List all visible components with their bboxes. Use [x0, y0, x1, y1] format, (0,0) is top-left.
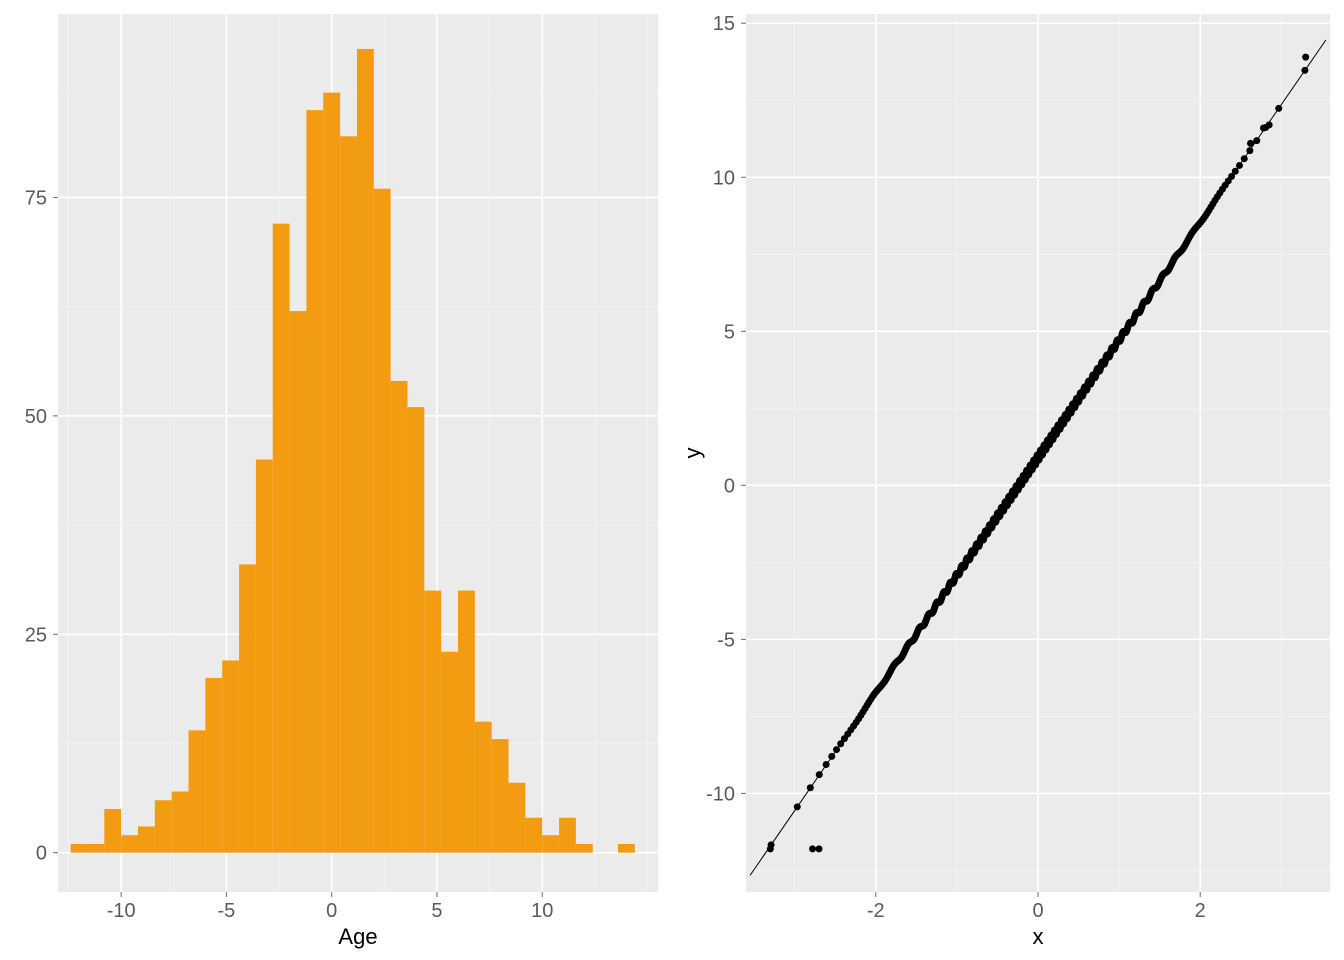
histogram-bar	[391, 381, 408, 853]
y-axis-label: y	[680, 448, 705, 459]
x-tick-label: 0	[326, 900, 337, 922]
y-tick-label: 10	[713, 167, 735, 189]
histogram-bar	[525, 818, 542, 853]
qq-point	[1253, 137, 1260, 144]
histogram-bar	[290, 311, 307, 853]
y-tick-label: 50	[25, 406, 47, 428]
histogram-bar	[172, 792, 189, 853]
x-tick-label: -5	[218, 900, 236, 922]
histogram-bar	[323, 93, 340, 853]
qq-point	[1275, 105, 1282, 112]
x-tick-label: -2	[867, 900, 885, 922]
histogram-bar	[509, 783, 526, 853]
qq-point	[816, 771, 823, 778]
histogram-bar	[222, 660, 239, 852]
histogram-bar	[273, 224, 290, 853]
qq-point	[807, 784, 814, 791]
y-tick-label: 5	[724, 321, 735, 343]
histogram-bar	[71, 844, 88, 853]
histogram-bar	[542, 835, 559, 852]
histogram-bar	[424, 591, 441, 853]
x-tick-label: 2	[1195, 900, 1206, 922]
qq-point	[823, 761, 830, 768]
qq-point-extreme	[1247, 140, 1254, 147]
qq-point-extreme	[816, 845, 823, 852]
histogram-bar	[492, 739, 509, 853]
x-tick-label: 5	[431, 900, 442, 922]
x-tick-label: 0	[1032, 900, 1043, 922]
qq-point	[1236, 162, 1243, 169]
qqplot-svg: -2 0 2 -10 -5 0 5 10 15 x y	[672, 0, 1344, 960]
histogram-bar	[441, 652, 458, 853]
qq-point-extreme	[809, 845, 816, 852]
histogram-bar	[374, 189, 391, 853]
y-tick-label: 0	[724, 475, 735, 497]
histogram-svg: -10 -5 0 5 10 0 25 50 75 Age	[0, 0, 672, 960]
histogram-bar	[155, 800, 172, 852]
x-tick-label: 10	[531, 900, 553, 922]
histogram-bar	[87, 844, 104, 853]
x-tick-label: -10	[107, 900, 136, 922]
histogram-bar	[306, 110, 323, 853]
qq-point	[833, 746, 840, 753]
histogram-bar	[104, 809, 121, 853]
y-tick-label: 75	[25, 187, 47, 209]
histogram-bar	[407, 407, 424, 853]
histogram-bar	[340, 136, 357, 852]
figure: -10 -5 0 5 10 0 25 50 75 Age -2 0 2 -10 -5 0 5 10 15 x y	[0, 0, 1344, 960]
qq-point	[1232, 168, 1239, 175]
y-tick-label: 25	[25, 624, 47, 646]
qq-point	[1246, 147, 1253, 154]
qq-point	[794, 803, 801, 810]
histogram-bar	[576, 844, 593, 853]
y-tick-label: -10	[706, 783, 735, 805]
y-tick-label: 0	[36, 843, 47, 865]
qq-point-extreme	[1260, 124, 1267, 131]
histogram-bar	[205, 678, 222, 853]
histogram-bar	[475, 722, 492, 853]
histogram-bar	[189, 730, 206, 852]
histogram-bar	[138, 826, 155, 852]
qq-point-extreme	[767, 845, 774, 852]
histogram-panel: -10 -5 0 5 10 0 25 50 75 Age	[0, 0, 672, 960]
x-axis-label: Age	[338, 924, 377, 949]
histogram-bar	[458, 591, 475, 853]
qq-point	[1241, 155, 1248, 162]
qq-point	[828, 753, 835, 760]
histogram-bar	[121, 835, 138, 852]
histogram-bar	[256, 460, 273, 853]
y-tick-label: 15	[713, 13, 735, 35]
histogram-bar	[559, 818, 576, 853]
qqplot-panel: -2 0 2 -10 -5 0 5 10 15 x y	[672, 0, 1344, 960]
qq-point-extreme	[1302, 54, 1309, 61]
histogram-bar	[618, 844, 635, 853]
histogram-bar	[239, 564, 256, 852]
x-axis-label: x	[1033, 924, 1044, 949]
y-tick-label: -5	[717, 629, 735, 651]
qq-point	[1301, 67, 1308, 74]
histogram-bar	[357, 49, 374, 853]
